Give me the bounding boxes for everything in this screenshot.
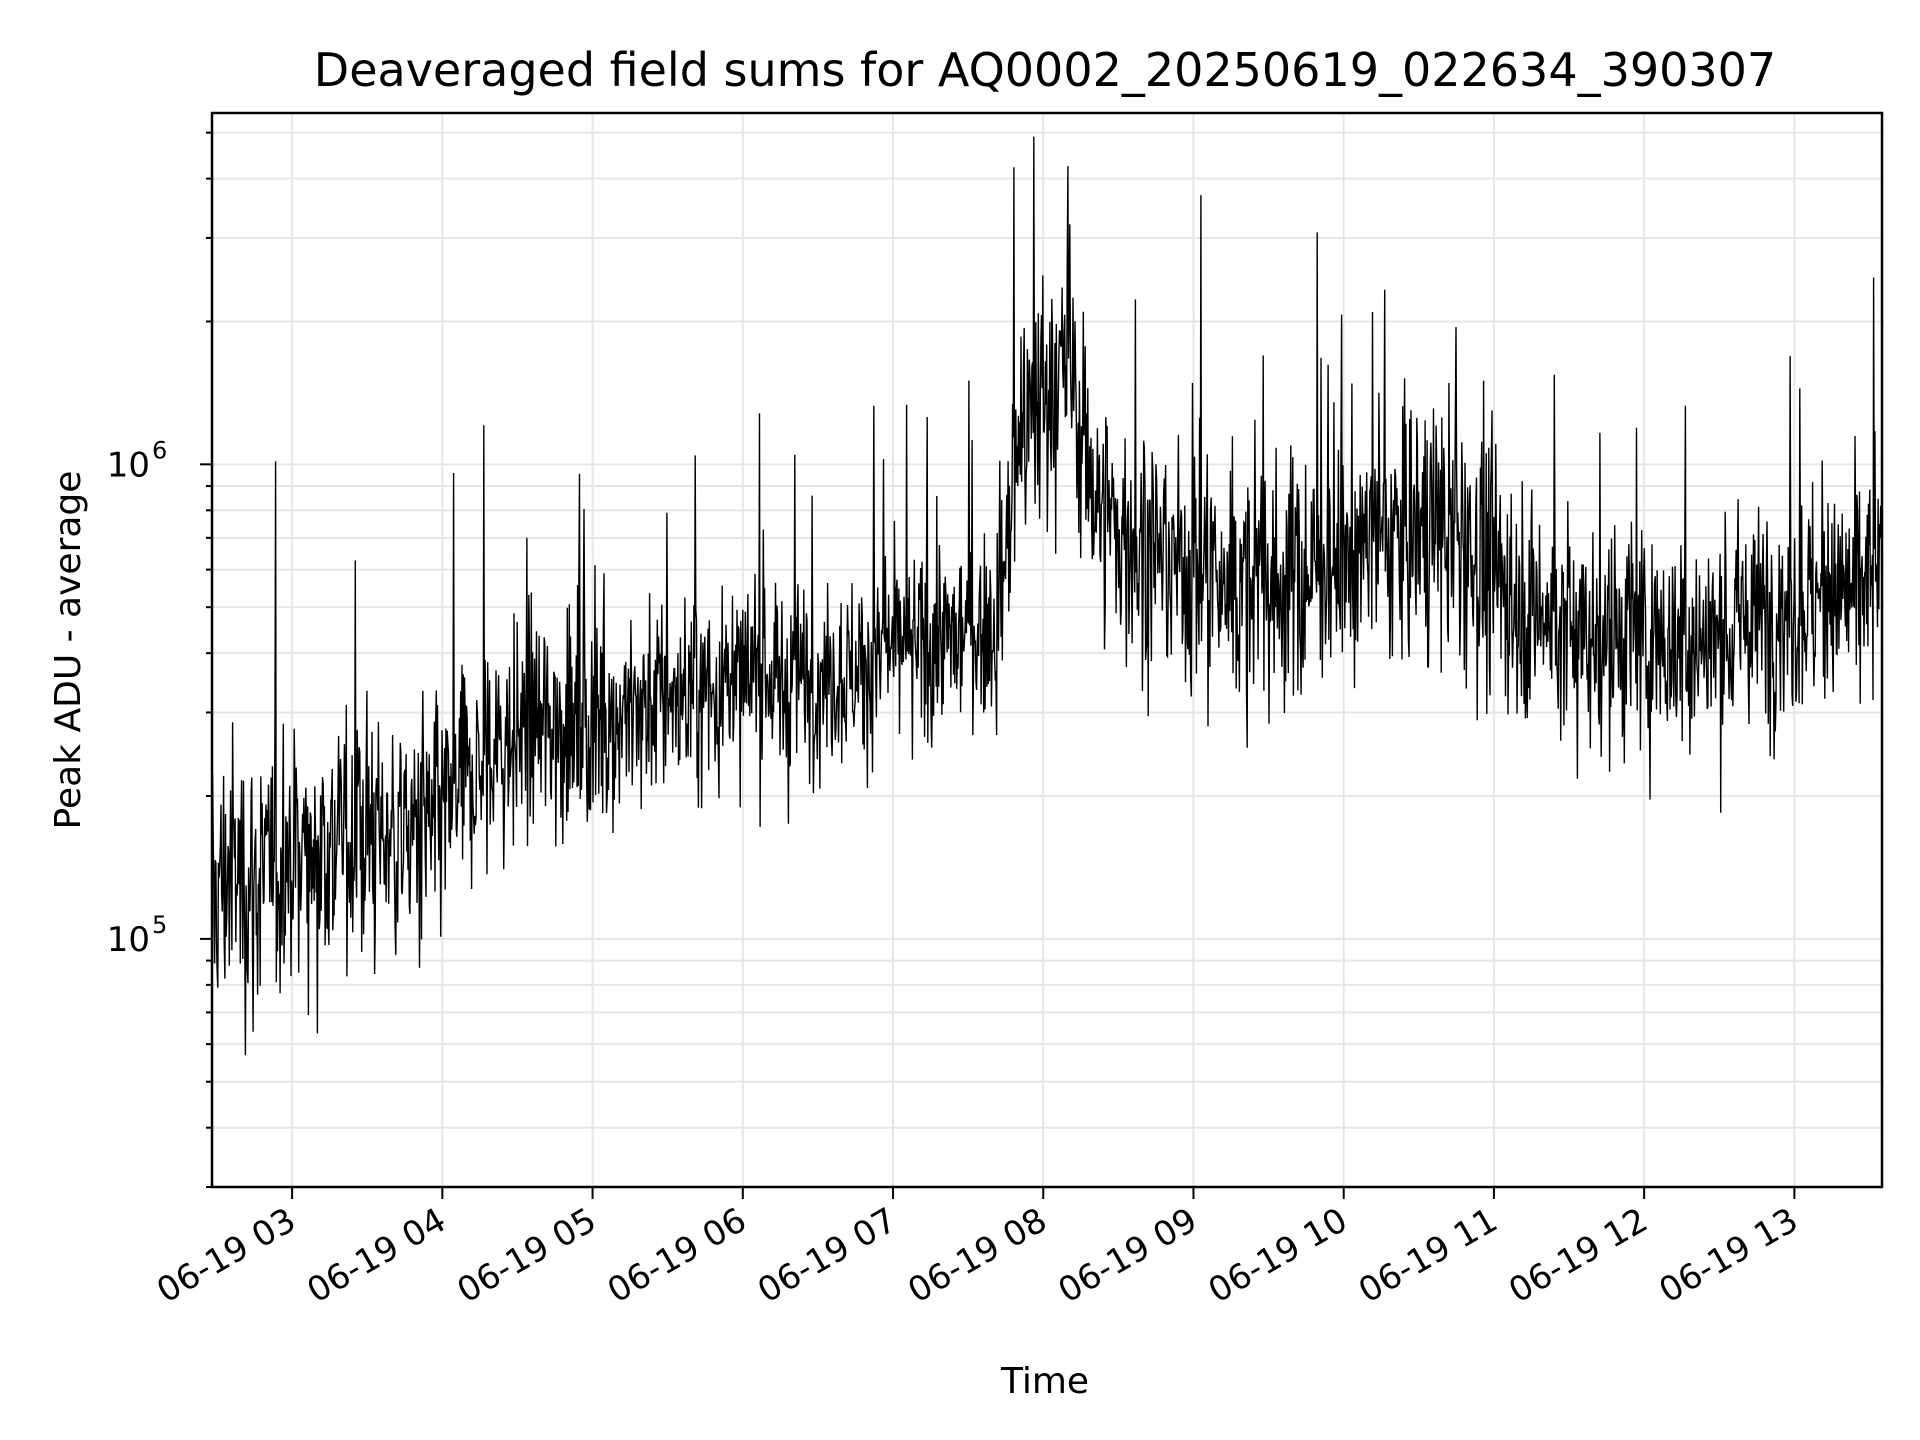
x-axis-label: Time (1000, 1361, 1089, 1402)
x-tick-label: 06-19 07 (751, 1200, 903, 1311)
chart-title: Deaveraged field sums for AQ0002_2025061… (314, 43, 1776, 97)
y-tick-label: 10 (107, 445, 150, 485)
x-tick-label: 06-19 05 (451, 1200, 603, 1311)
x-tick-label: 06-19 13 (1652, 1200, 1804, 1311)
x-tick-label: 06-19 06 (601, 1200, 753, 1311)
y-tick-exponent: 6 (152, 436, 167, 464)
y-axis-label: Peak ADU - average (48, 471, 89, 830)
y-tick-exponent: 5 (152, 911, 167, 939)
y-tick-label: 10 (107, 920, 150, 960)
x-tick-label: 06-19 08 (901, 1200, 1053, 1311)
series-line (211, 136, 1883, 1056)
x-tick-label: 06-19 11 (1352, 1200, 1504, 1311)
x-tick-label: 06-19 04 (300, 1200, 452, 1311)
x-tick-label: 06-19 09 (1052, 1200, 1204, 1311)
series-layer (211, 136, 1883, 1056)
x-tick-label: 06-19 03 (150, 1200, 302, 1311)
x-tick-label: 06-19 10 (1202, 1200, 1354, 1311)
x-tick-label: 06-19 12 (1502, 1200, 1654, 1311)
plot-frame (210, 111, 1884, 1189)
